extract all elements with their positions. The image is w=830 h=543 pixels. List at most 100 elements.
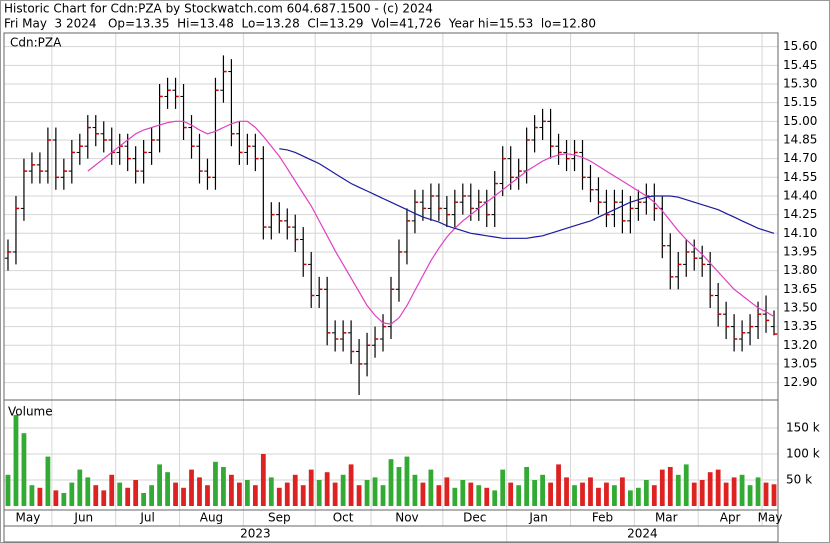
volume-bar xyxy=(380,485,386,506)
month-label: Mar xyxy=(655,511,678,525)
volume-bar xyxy=(468,482,474,506)
volume-bar xyxy=(125,487,131,506)
volume-bar xyxy=(564,477,569,506)
volume-bar xyxy=(300,485,306,506)
volume-bar xyxy=(556,464,561,506)
y-tick-label: 14.40 xyxy=(783,188,817,202)
month-label: Sep xyxy=(268,511,291,525)
volume-bar xyxy=(252,485,258,506)
year-label: 2023 xyxy=(240,527,271,541)
volume-bar xyxy=(540,474,546,506)
volume-bar xyxy=(651,485,657,506)
year-label: 2024 xyxy=(627,527,658,541)
y-tick-label: 15.15 xyxy=(783,95,817,109)
volume-bar xyxy=(157,464,162,506)
volume-bar xyxy=(572,485,577,506)
volume-tick-label: 150 k xyxy=(786,421,820,435)
volume-bar xyxy=(524,467,530,506)
volume-bar xyxy=(316,480,322,506)
volume-bar xyxy=(149,485,155,506)
month-label: Dec xyxy=(463,511,486,525)
volume-bar xyxy=(77,469,83,506)
moving-average xyxy=(87,120,775,325)
volume-bar xyxy=(452,487,458,506)
month-label: Feb xyxy=(592,511,613,525)
volume-bar xyxy=(667,467,673,506)
volume-bar xyxy=(372,477,378,506)
volume-bar xyxy=(596,487,601,506)
symbol-label: Cdn:PZA xyxy=(10,36,62,50)
volume-bar xyxy=(492,490,498,506)
chart-title: Historic Chart for Cdn:PZA by Stockwatch… xyxy=(4,2,433,16)
volume-bar xyxy=(396,467,402,506)
volume-bar xyxy=(205,485,210,506)
y-tick-label: 15.45 xyxy=(783,58,817,72)
volume-bar xyxy=(13,415,19,506)
y-tick-label: 13.50 xyxy=(783,300,817,314)
y-tick-label: 14.25 xyxy=(783,207,817,221)
volume-bar xyxy=(755,477,761,506)
volume-bar xyxy=(21,433,27,506)
volume-bar xyxy=(213,461,218,506)
moving-average xyxy=(279,148,775,239)
volume-bar xyxy=(85,477,91,506)
volume-bar xyxy=(620,477,625,506)
y-tick-label: 13.05 xyxy=(783,356,817,370)
volume-bar xyxy=(763,482,769,506)
volume-bar xyxy=(420,482,426,506)
volume-tick-label: 50 k xyxy=(786,473,812,487)
volume-bar xyxy=(292,474,298,506)
volume-bar xyxy=(404,456,410,506)
volume-label: Volume xyxy=(8,405,53,419)
month-label: Nov xyxy=(395,511,418,525)
volume-bar xyxy=(37,487,43,506)
volume-bar xyxy=(348,464,354,506)
volume-bar xyxy=(683,464,689,506)
volume-bar xyxy=(604,482,609,506)
volume-bar xyxy=(771,484,777,506)
volume-bar xyxy=(731,477,737,506)
volume-bar xyxy=(340,474,346,506)
volume-bar xyxy=(61,493,67,506)
y-tick-label: 13.35 xyxy=(783,319,817,333)
month-label: Jan xyxy=(528,511,548,525)
volume-bar xyxy=(229,474,234,506)
volume-bar xyxy=(93,485,99,506)
volume-bar xyxy=(500,469,506,506)
volume-bar xyxy=(189,469,194,506)
volume-bar xyxy=(5,474,11,506)
y-tick-label: 14.70 xyxy=(783,151,817,165)
y-tick-label: 13.65 xyxy=(783,282,817,296)
volume-bar xyxy=(476,485,482,506)
volume-bar xyxy=(29,485,35,506)
volume-bar xyxy=(548,482,553,506)
volume-bar xyxy=(588,477,593,506)
volume-bar xyxy=(181,487,186,506)
volume-bar xyxy=(260,454,266,506)
volume-bar xyxy=(691,482,697,506)
volume-bar xyxy=(308,469,314,506)
month-label: May xyxy=(16,511,41,525)
chart-subtitle: Fri May 3 2024 Op=13.35 Hi=13.48 Lo=13.2… xyxy=(4,17,596,31)
month-label: May xyxy=(758,511,783,525)
volume-bar xyxy=(364,480,370,506)
month-label: Apr xyxy=(720,511,741,525)
volume-bar xyxy=(715,469,721,506)
volume-bar xyxy=(643,480,649,506)
volume-bar xyxy=(109,474,115,506)
volume-bar xyxy=(484,487,490,506)
volume-bar xyxy=(173,482,178,506)
volume-bar xyxy=(428,469,434,506)
y-tick-label: 13.95 xyxy=(783,244,817,258)
volume-bar xyxy=(460,480,466,506)
volume-bar xyxy=(284,482,290,506)
y-tick-label: 15.00 xyxy=(783,114,817,128)
volume-bar xyxy=(516,485,522,506)
volume-bar xyxy=(580,482,585,506)
volume-bar xyxy=(221,467,226,506)
y-tick-label: 14.10 xyxy=(783,226,817,240)
plot xyxy=(4,55,778,506)
month-label: Jul xyxy=(139,511,154,525)
